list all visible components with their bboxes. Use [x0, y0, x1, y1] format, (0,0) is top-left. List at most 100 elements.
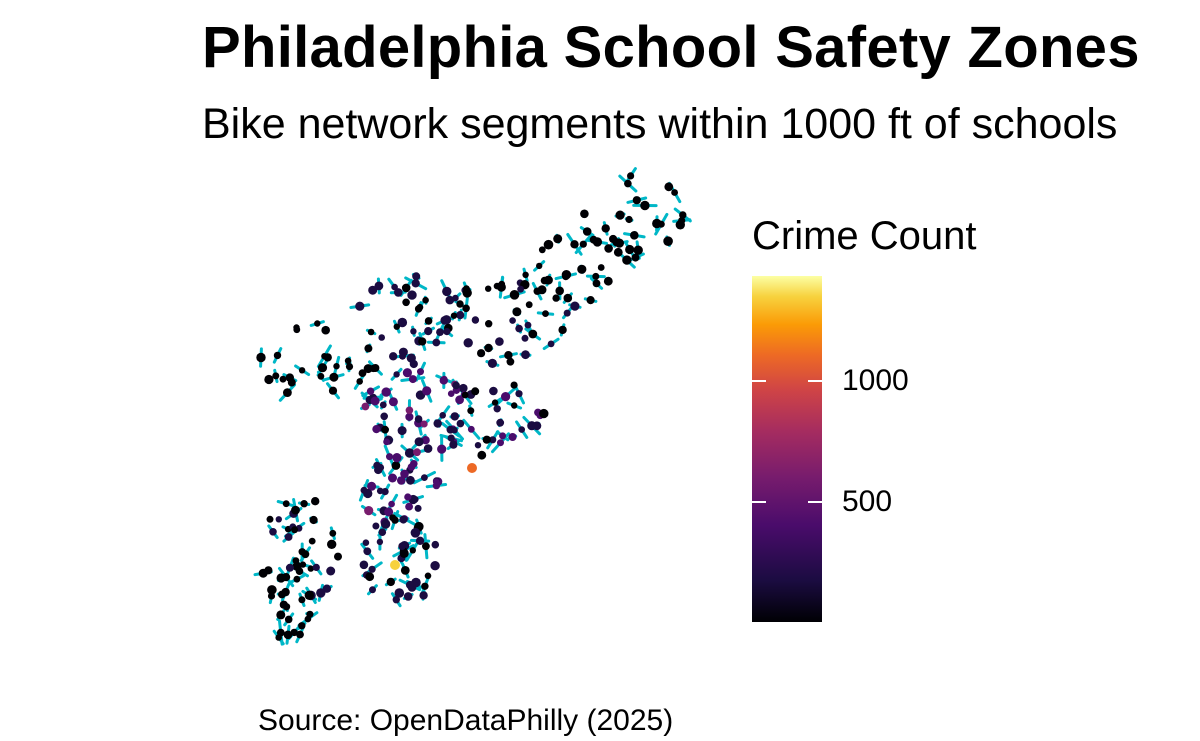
school-zone-point	[356, 378, 363, 385]
school-zone-point	[399, 515, 408, 524]
school-zone-point	[443, 328, 451, 336]
school-zone-point	[372, 425, 381, 434]
school-zone-point	[404, 493, 412, 501]
school-zone-point	[624, 179, 632, 188]
school-zone-point	[538, 246, 546, 254]
school-zone-point	[553, 234, 563, 244]
school-zone-point	[298, 622, 306, 630]
school-zone-point	[393, 323, 400, 330]
school-zone-point	[449, 440, 458, 449]
school-zone-point	[405, 406, 414, 415]
school-zone-point	[405, 502, 413, 511]
school-zone-point	[450, 312, 458, 319]
school-zone-point	[376, 463, 385, 472]
school-zone-point	[291, 526, 299, 534]
school-zone-point	[345, 363, 354, 371]
school-zone-point	[383, 438, 390, 446]
school-zone-point	[455, 395, 464, 405]
school-zone-point	[410, 328, 417, 335]
school-zone-point	[555, 286, 564, 296]
school-zone-point	[314, 320, 321, 327]
school-zone-point	[539, 408, 549, 419]
school-zone-point	[679, 211, 687, 219]
school-zone-point	[300, 500, 308, 508]
school-zone-point	[365, 572, 375, 582]
school-zone-point	[445, 295, 455, 305]
school-zone-point	[625, 244, 635, 255]
school-zone-point	[368, 285, 378, 295]
school-zone-point	[532, 421, 542, 431]
school-zone-point	[258, 568, 268, 578]
school-zone-point	[369, 586, 376, 594]
school-zone-point	[515, 390, 523, 398]
school-zone-point	[509, 290, 520, 300]
school-zone-point	[631, 253, 640, 262]
school-zone-point	[392, 453, 402, 463]
school-zone-point	[405, 412, 414, 421]
school-zone-point	[409, 547, 416, 554]
school-safety-map	[253, 167, 692, 646]
school-zone-point	[285, 563, 294, 572]
school-zone-point	[403, 592, 413, 601]
school-zone-point	[439, 412, 446, 419]
school-zone-point	[290, 628, 298, 637]
school-zone-point	[355, 301, 365, 311]
school-zone-point	[419, 591, 428, 600]
school-zone-point	[283, 388, 292, 397]
school-zone-point	[415, 536, 425, 545]
school-zone-point	[329, 372, 339, 382]
school-zone-point	[433, 419, 442, 428]
school-zone-point	[489, 436, 497, 444]
school-zone-point	[402, 298, 410, 307]
school-zone-point	[366, 387, 375, 395]
school-zone-point	[477, 349, 486, 358]
school-zone-point	[407, 463, 416, 471]
school-zone-point	[371, 364, 380, 372]
school-zone-point	[291, 505, 300, 515]
school-zone-point	[411, 279, 420, 288]
school-zone-point	[275, 516, 282, 523]
school-zone-point	[388, 500, 395, 508]
school-zone-point	[399, 352, 406, 360]
school-zone-point	[452, 381, 460, 390]
school-zone-point	[517, 285, 524, 293]
school-zone-point	[367, 328, 375, 336]
school-zone-point	[282, 573, 291, 582]
school-zone-point	[424, 327, 433, 336]
school-zone-point	[308, 537, 316, 545]
school-zone-point	[459, 383, 468, 393]
school-zone-point	[304, 615, 312, 623]
school-zone-point	[422, 386, 432, 396]
school-zone-point	[499, 432, 507, 440]
school-zone-point	[675, 220, 685, 230]
legend-tick-500-left	[752, 501, 766, 503]
school-zone-point	[272, 372, 280, 380]
school-zone-point	[496, 418, 505, 427]
school-zone-point	[420, 420, 428, 428]
school-zone-point	[424, 317, 433, 325]
school-zone-point	[413, 448, 421, 457]
school-zone-point	[441, 375, 448, 383]
school-zone-point	[521, 334, 529, 342]
map-subtitle: Bike network segments within 1000 ft of …	[202, 100, 1118, 148]
school-zone-point	[463, 338, 473, 348]
school-zone-point	[381, 425, 389, 434]
school-zone-point	[524, 321, 532, 329]
school-zone-point	[604, 244, 613, 253]
school-zone-point	[597, 264, 605, 271]
school-zone-point	[380, 519, 391, 529]
school-zone-point	[421, 582, 429, 590]
school-zone-point	[412, 496, 419, 503]
school-zone-point	[542, 310, 549, 317]
school-zone-point	[416, 303, 424, 311]
school-zone-point	[501, 392, 511, 402]
school-zone-point	[307, 565, 314, 572]
school-zone-hotspot	[390, 560, 400, 570]
school-zone-point	[321, 325, 330, 335]
legend-colorbar	[752, 276, 822, 622]
school-zone-point	[432, 338, 441, 347]
school-zone-point	[363, 547, 372, 556]
school-zone-point	[491, 399, 499, 406]
school-zone-point	[521, 350, 530, 360]
legend-tick-1000-right	[808, 380, 822, 382]
